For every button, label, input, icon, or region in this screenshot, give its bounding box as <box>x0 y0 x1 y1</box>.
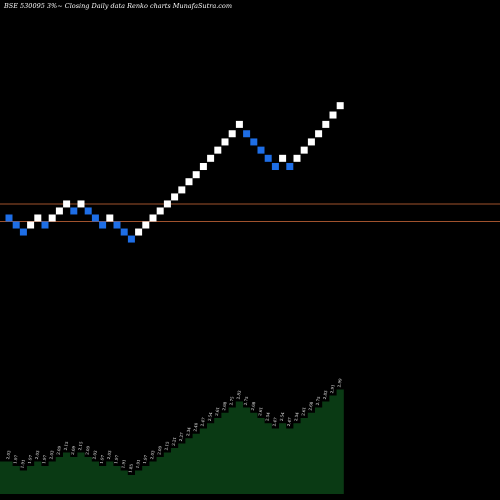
volume-value-label: 2.09 <box>55 445 62 455</box>
renko-brick <box>135 228 143 236</box>
renko-brick <box>307 138 315 146</box>
volume-value-label: 1.91 <box>120 459 126 469</box>
renko-brick <box>55 207 63 215</box>
renko-brick <box>70 207 78 215</box>
volume-value-label: 2.15 <box>163 441 170 451</box>
renko-brick <box>264 154 272 162</box>
volume-value-label: 2.09 <box>84 445 91 455</box>
volume-value-label: 2.47 <box>271 417 278 427</box>
volume-value-label: 2.03 <box>5 450 12 460</box>
renko-brick <box>48 214 56 222</box>
renko-brick <box>228 130 236 138</box>
volume-value-label: 2.09 <box>156 445 163 455</box>
renko-brick <box>5 214 13 222</box>
volume-value-label: 2.83 <box>322 390 329 400</box>
volume-value-label: 1.97 <box>99 454 106 464</box>
volume-value-label: 2.03 <box>91 450 98 460</box>
renko-brick <box>329 111 337 119</box>
volume-value-label: 1.97 <box>41 454 48 464</box>
renko-brick <box>199 163 207 171</box>
volume-value-label: 2.75 <box>228 396 235 406</box>
renko-brick <box>41 221 49 229</box>
renko-brick <box>149 214 157 222</box>
renko-brick <box>113 221 121 229</box>
renko-brick <box>84 207 92 215</box>
renko-brick <box>185 178 193 186</box>
volume-value-label: 2.09 <box>70 445 77 455</box>
volume-value-label: 2.47 <box>199 417 206 427</box>
renko-brick <box>120 228 128 236</box>
renko-brick <box>271 163 279 171</box>
volume-value-label: 2.75 <box>315 396 322 406</box>
volume-value-label: 1.85 <box>127 463 134 473</box>
renko-brick <box>235 120 243 128</box>
volume-value-label: 2.15 <box>77 441 84 451</box>
volume-value-label: 2.34 <box>185 426 192 436</box>
renko-bricks <box>5 102 344 243</box>
volume-value-label: 2.47 <box>286 417 293 427</box>
renko-brick <box>142 221 150 229</box>
volume-value-label: 2.54 <box>279 411 286 421</box>
renko-brick <box>77 200 85 208</box>
renko-brick <box>156 207 164 215</box>
renko-brick <box>171 193 179 201</box>
renko-brick <box>106 214 114 222</box>
volume-value-label: 2.68 <box>307 401 314 411</box>
volume-value-label: 2.03 <box>48 450 55 460</box>
renko-brick <box>279 154 287 162</box>
volume-value-label: 2.68 <box>250 401 257 411</box>
volume-value-label: 2.61 <box>257 407 263 417</box>
volume-value-label: 2.03 <box>34 450 41 460</box>
volume-value-label: 2.68 <box>221 401 228 411</box>
renko-brick <box>99 221 107 229</box>
renko-brick <box>91 214 99 222</box>
renko-brick <box>178 186 186 194</box>
renko-brick <box>250 138 258 146</box>
volume-value-label: 2.54 <box>293 411 300 421</box>
volume-value-label: 1.97 <box>142 454 149 464</box>
volume-value-label: 2.03 <box>149 450 156 460</box>
volume-value-label: 2.21 <box>171 437 177 447</box>
volume-area: 2.03 1.97 1.91 1.97 2.03 1.97 2.03 2.09 2.15 2.09… <box>0 378 344 494</box>
renko-brick <box>214 146 222 154</box>
renko-brick <box>336 102 344 110</box>
renko-brick <box>127 235 135 243</box>
volume-value-label: 2.91 <box>329 384 335 394</box>
renko-brick <box>207 154 215 162</box>
chart-title: BSE 530095 3%~ Closing Daily data Renko … <box>3 2 232 10</box>
volume-value-label: 2.54 <box>264 411 271 421</box>
volume-value-label: 2.61 <box>214 407 220 417</box>
renko-brick <box>192 171 200 179</box>
volume-value-label: 2.40 <box>192 422 199 432</box>
volume-value-label: 1.97 <box>12 454 19 464</box>
renko-brick <box>293 154 301 162</box>
renko-brick <box>300 146 308 154</box>
volume-value-label: 2.15 <box>63 441 70 451</box>
renko-brick <box>27 221 35 229</box>
renko-brick <box>322 120 330 128</box>
volume-value-label: 2.83 <box>235 390 242 400</box>
volume-value-label: 2.61 <box>300 407 306 417</box>
renko-brick <box>257 146 265 154</box>
volume-value-label: 1.97 <box>27 454 34 464</box>
volume-value-label: 1.91 <box>135 459 141 469</box>
renko-brick <box>163 200 171 208</box>
volume-value-label: 1.91 <box>19 459 25 469</box>
renko-brick <box>315 130 323 138</box>
renko-brick <box>286 163 294 171</box>
volume-value-label: 2.75 <box>243 396 250 406</box>
volume-value-label: 1.97 <box>113 454 120 464</box>
volume-value-label: 2.03 <box>106 450 113 460</box>
renko-brick <box>34 214 42 222</box>
renko-brick <box>63 200 71 208</box>
volume-value-label: 2.99 <box>336 378 343 388</box>
volume-value-label: 2.54 <box>207 411 214 421</box>
renko-brick <box>221 138 229 146</box>
renko-brick <box>19 228 27 236</box>
volume-area-fill <box>0 389 344 494</box>
volume-value-label: 2.27 <box>178 432 185 442</box>
renko-brick <box>12 221 20 229</box>
renko-brick <box>243 130 251 138</box>
